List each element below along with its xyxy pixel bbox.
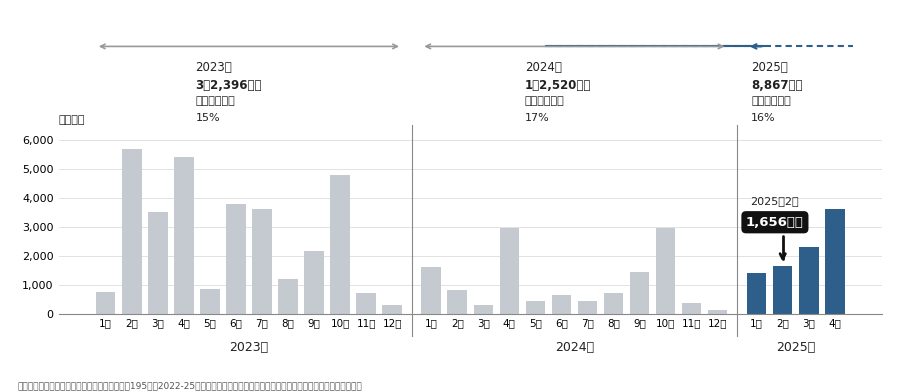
Bar (447, 290, 467, 314)
Text: 2025年: 2025年 (776, 341, 815, 354)
Bar (356, 293, 376, 314)
Text: 1,656品目: 1,656品目 (746, 216, 804, 259)
Text: 値上げ率平均: 値上げ率平均 (195, 96, 235, 106)
Text: 16%: 16% (751, 113, 776, 123)
Bar (708, 310, 727, 314)
Text: 2024年: 2024年 (554, 341, 594, 354)
Bar (552, 295, 572, 314)
Text: 2025年2月: 2025年2月 (751, 196, 799, 206)
Bar (382, 305, 402, 314)
Bar (656, 228, 675, 314)
Bar (278, 279, 298, 314)
Bar (421, 267, 441, 314)
Bar (825, 209, 844, 314)
Bar (304, 251, 324, 314)
Text: 17%: 17% (525, 113, 550, 123)
Text: 2024年: 2024年 (525, 62, 562, 74)
Text: 値上げ率平均: 値上げ率平均 (525, 96, 564, 106)
Bar (682, 303, 701, 314)
Bar (604, 293, 623, 314)
Bar (500, 228, 519, 314)
Bar (200, 289, 220, 314)
Text: 値上げ率平均: 値上げ率平均 (751, 96, 791, 106)
Text: 15%: 15% (195, 113, 220, 123)
Text: 2023年: 2023年 (230, 341, 268, 354)
Bar (578, 301, 598, 314)
Bar (747, 273, 767, 314)
Bar (252, 209, 272, 314)
Text: 2023年: 2023年 (195, 62, 232, 74)
Bar (630, 272, 649, 314)
Bar (526, 301, 545, 314)
Bar (174, 157, 194, 314)
Bar (473, 305, 493, 314)
Bar (773, 266, 793, 314)
Bar (96, 292, 115, 314)
Bar (148, 212, 167, 314)
Text: 1で2,520品目: 1で2,520品目 (525, 79, 591, 92)
Bar (122, 149, 141, 314)
Text: 8,867品目: 8,867品目 (751, 79, 803, 92)
Text: ［注］主に全国展開を行う上場・非上場の主要195社の2022-25年価格改定計画。実施済みを含む。品目数は再値上げなど重複を含む: ［注］主に全国展開を行う上場・非上場の主要195社の2022-25年価格改定計画… (18, 381, 363, 390)
Text: （品目）: （品目） (58, 115, 86, 125)
Text: 2025年: 2025年 (751, 62, 788, 74)
Bar (330, 175, 350, 314)
Bar (226, 203, 246, 314)
Text: 3で2,396品目: 3で2,396品目 (195, 79, 262, 92)
Bar (799, 247, 818, 314)
